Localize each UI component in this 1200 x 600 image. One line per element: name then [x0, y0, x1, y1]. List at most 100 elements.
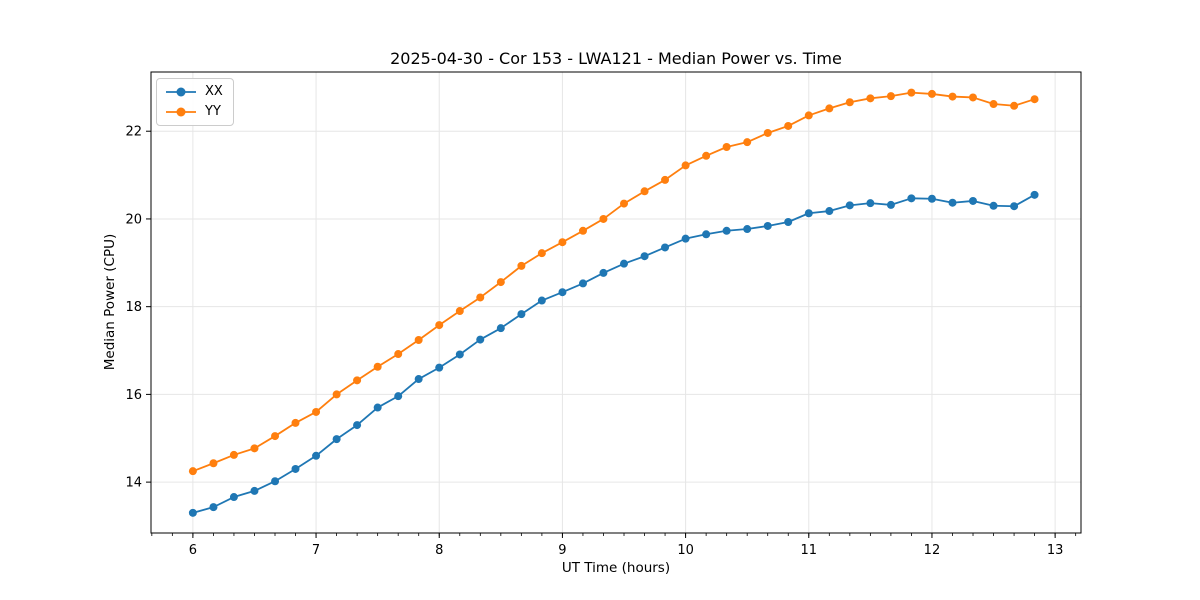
x-tick-label: 13 [1047, 543, 1064, 558]
data-point-YY [578, 226, 587, 235]
data-point-YY [332, 390, 341, 399]
legend: XX YY [156, 78, 234, 126]
data-point-YY [640, 187, 649, 196]
data-point-YY [968, 93, 977, 102]
x-tick-label: 9 [558, 543, 566, 558]
data-point-XX [312, 451, 321, 460]
data-point-YY [681, 161, 690, 170]
data-point-YY [989, 100, 998, 109]
data-point-YY [1010, 101, 1019, 110]
y-tick-label: 20 [125, 212, 142, 227]
data-point-XX [332, 435, 341, 444]
series-line-XX [192, 194, 1036, 514]
data-point-YY [825, 104, 834, 113]
data-point-XX [907, 194, 916, 203]
data-point-XX [886, 200, 895, 209]
data-point-XX [353, 421, 362, 430]
data-point-XX [496, 324, 505, 333]
data-point-YY [804, 111, 813, 120]
axes-frame [150, 71, 1082, 534]
data-point-YY [763, 128, 772, 137]
data-point-YY [291, 418, 300, 427]
legend-label: YY [205, 104, 221, 119]
data-point-YY [209, 459, 218, 468]
data-point-XX [845, 201, 854, 210]
x-tick-label: 10 [677, 543, 694, 558]
data-point-YY [722, 143, 731, 152]
data-point-XX [558, 288, 567, 297]
legend-item-XX: XX [165, 84, 223, 100]
data-point-YY [907, 88, 916, 97]
data-point-YY [537, 249, 546, 258]
data-point-XX [681, 234, 690, 243]
x-tick-label: 7 [312, 543, 320, 558]
data-point-YY [927, 89, 936, 98]
legend-label: XX [205, 84, 223, 99]
data-point-XX [763, 221, 772, 230]
data-point-XX [743, 225, 752, 234]
x-axis-label: UT Time (hours) [561, 560, 671, 576]
data-point-YY [435, 321, 444, 330]
y-axis-label: Median Power (CPU) [102, 233, 118, 371]
data-point-XX [804, 209, 813, 218]
data-point-XX [722, 226, 731, 235]
data-point-YY [702, 151, 711, 160]
legend-marker-YY [166, 107, 196, 117]
data-point-YY [743, 138, 752, 147]
data-point-YY [188, 467, 197, 476]
data-point-YY [784, 121, 793, 130]
data-point-YY [517, 261, 526, 270]
data-point-XX [968, 196, 977, 205]
data-point-YY [948, 92, 957, 101]
data-point-XX [517, 310, 526, 319]
data-point-XX [661, 243, 670, 252]
y-tick-label: 18 [125, 300, 142, 315]
data-point-YY [271, 432, 280, 441]
legend-item-YY: YY [165, 104, 223, 120]
data-point-XX [229, 493, 238, 502]
data-point-XX [702, 230, 711, 239]
data-point-YY [394, 350, 403, 359]
data-point-XX [599, 268, 608, 277]
x-tick-label: 8 [435, 543, 443, 558]
data-point-XX [250, 486, 259, 495]
data-point-YY [250, 444, 259, 453]
data-point-YY [866, 94, 875, 103]
data-point-YY [1030, 95, 1039, 104]
data-point-YY [414, 336, 423, 345]
data-point-YY [353, 376, 362, 385]
data-point-XX [414, 375, 423, 384]
data-point-XX [209, 503, 218, 512]
data-point-XX [1010, 202, 1019, 211]
data-point-XX [537, 296, 546, 305]
x-tick-label: 11 [801, 543, 818, 558]
y-tick-label: 16 [125, 388, 142, 403]
data-point-XX [989, 201, 998, 210]
data-point-YY [476, 293, 485, 302]
data-point-XX [927, 194, 936, 203]
data-point-XX [291, 464, 300, 473]
y-tick-label: 14 [125, 476, 142, 491]
data-point-XX [188, 508, 197, 517]
data-point-XX [784, 218, 793, 227]
data-point-XX [455, 350, 464, 359]
legend-marker-XX [166, 87, 196, 97]
data-point-YY [229, 450, 238, 459]
data-point-XX [1030, 190, 1039, 199]
data-point-XX [394, 392, 403, 401]
data-point-XX [825, 207, 834, 216]
data-point-XX [948, 198, 957, 207]
data-point-YY [620, 199, 629, 208]
data-point-XX [640, 252, 649, 261]
data-point-YY [845, 98, 854, 107]
data-point-YY [312, 407, 321, 416]
data-point-YY [373, 362, 382, 371]
data-point-YY [496, 278, 505, 287]
data-point-XX [866, 199, 875, 208]
data-point-YY [455, 307, 464, 316]
data-point-XX [271, 477, 280, 486]
data-point-XX [476, 335, 485, 344]
data-point-XX [435, 363, 444, 372]
